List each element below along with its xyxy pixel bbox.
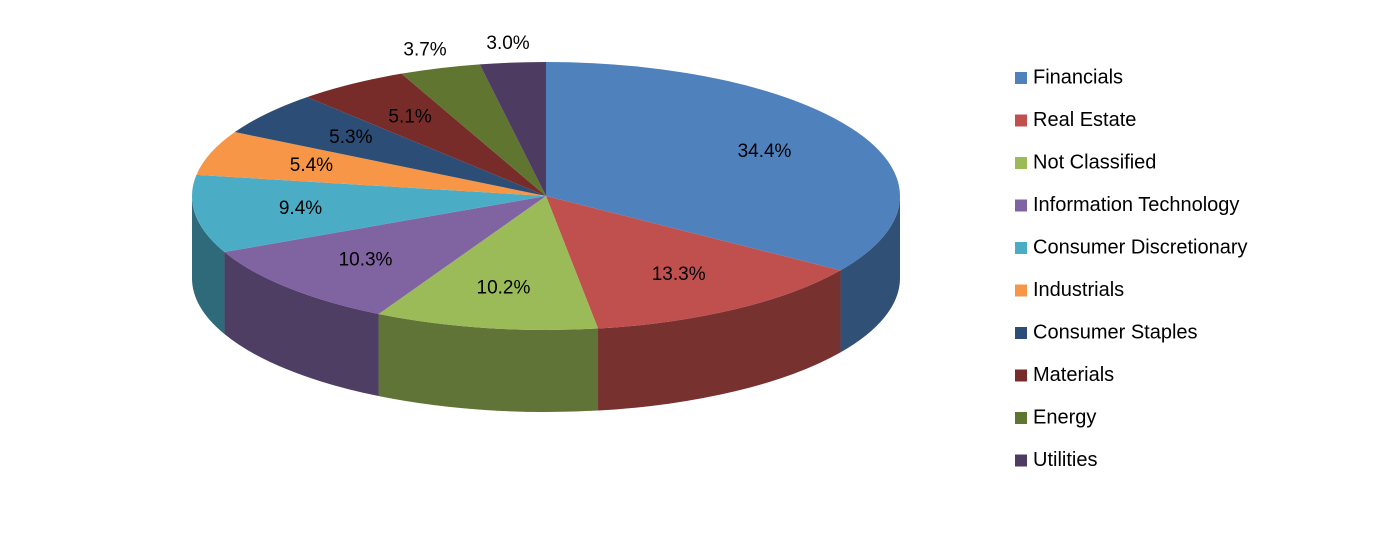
legend-swatch [1015, 242, 1027, 254]
legend-label: Financials [1033, 66, 1123, 88]
pie-tops [192, 62, 900, 331]
legend-label: Industrials [1033, 279, 1124, 301]
legend-label: Materials [1033, 364, 1114, 386]
slice [479, 62, 546, 196]
legend-label: Energy [1033, 406, 1096, 428]
value-label: 13.3% [652, 264, 706, 285]
legend-label: Consumer Discretionary [1033, 236, 1248, 258]
legend-swatch [1015, 284, 1027, 297]
legend-swatch [1015, 114, 1027, 127]
slice-side-shade [840, 196, 900, 353]
value-label: 3.7% [403, 39, 446, 60]
legend-label: Information Technology [1033, 194, 1239, 216]
value-label: 5.3% [329, 127, 372, 148]
slice-side-shade [598, 270, 841, 411]
legend-label: Not Classified [1033, 151, 1156, 173]
slice [196, 132, 546, 196]
legend: Financials Real Estate Not Classified Infor… [1015, 66, 1248, 471]
slice [307, 73, 546, 196]
legend-swatch [1015, 412, 1027, 424]
slice [378, 196, 599, 331]
slice-side [840, 196, 900, 353]
slice [546, 62, 900, 271]
slice-side [378, 314, 599, 412]
slice [401, 64, 546, 197]
pie-sides [192, 196, 900, 412]
slice [192, 174, 547, 253]
slice-side [192, 196, 225, 335]
value-label: 3.0% [486, 33, 529, 54]
legend-swatch [1015, 199, 1027, 212]
value-label: 34.4% [738, 141, 792, 162]
slice [234, 97, 547, 196]
legend-swatch [1015, 327, 1027, 339]
value-label: 10.3% [339, 249, 393, 270]
value-label: 5.1% [388, 107, 431, 128]
value-label: 5.4% [290, 155, 333, 176]
slice-side-shade [192, 196, 225, 335]
slice-side-shade [378, 314, 599, 412]
slice [546, 196, 841, 329]
value-label: 9.4% [279, 198, 322, 219]
legend-swatch [1015, 157, 1027, 169]
legend-label: Utilities [1033, 449, 1097, 471]
slice-side [224, 252, 379, 397]
slice [224, 196, 547, 315]
legend-label: Real Estate [1033, 109, 1136, 131]
value-label: 10.2% [477, 277, 531, 298]
legend-swatch [1015, 454, 1027, 467]
value-labels: 34.4% 13.3% 10.2% 10.3% 9.4% 5.4% 5.3% 5.1% 3.7%… [279, 33, 792, 298]
legend-label: Consumer Staples [1033, 321, 1198, 343]
legend-swatch [1015, 369, 1027, 382]
legend-swatch [1015, 72, 1027, 84]
slice-side-shade [224, 252, 379, 397]
slice-side [598, 270, 841, 411]
